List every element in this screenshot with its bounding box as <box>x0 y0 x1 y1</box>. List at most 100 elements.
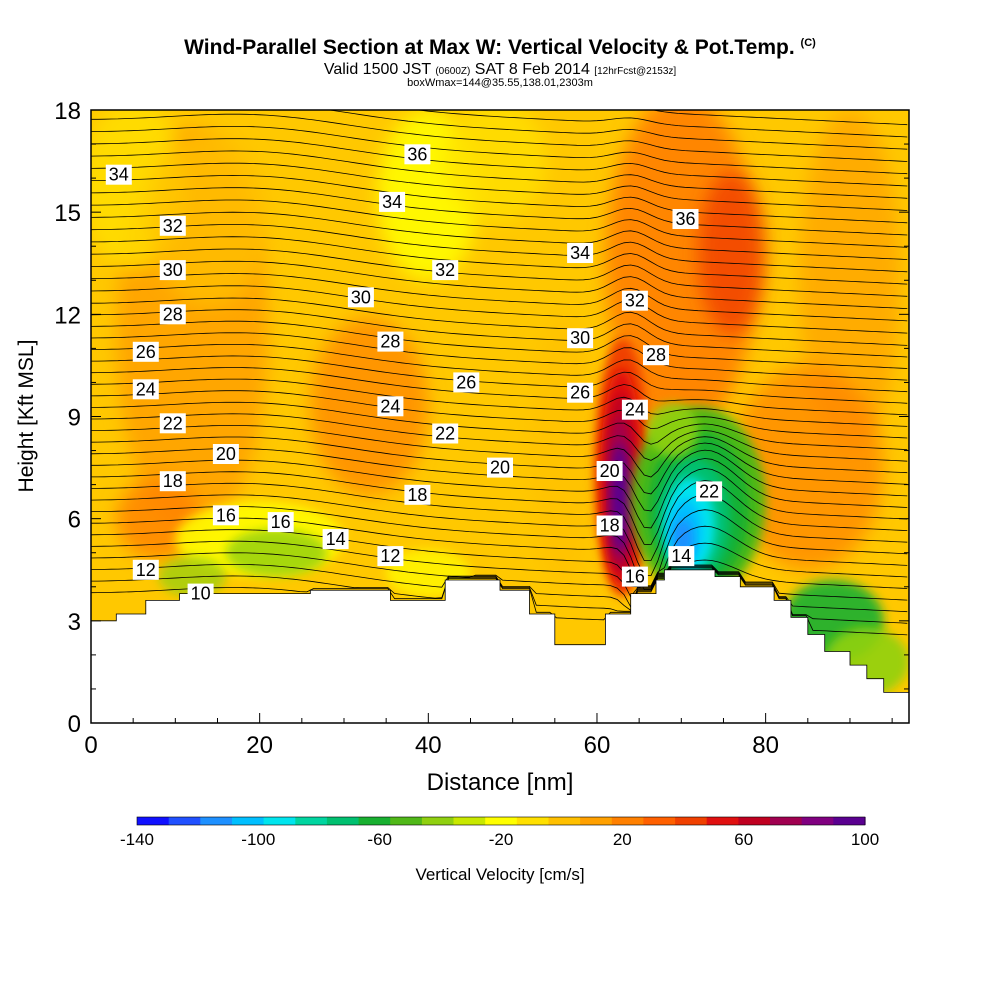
contour-label-text: 26 <box>570 383 590 403</box>
contour-label-bg <box>105 164 132 185</box>
contour-label-text: 18 <box>600 516 620 536</box>
contour-label-text: 24 <box>625 400 645 420</box>
contour-label-text: 34 <box>570 243 590 263</box>
contour-label-bg <box>377 331 404 352</box>
valid-time-line: Valid 1500 JST (0600Z) SAT 8 Feb 2014 [1… <box>0 61 1000 79</box>
contour-label: 28 <box>159 304 186 325</box>
valid-date: SAT 8 Feb 2014 <box>474 61 590 78</box>
isentrope-line <box>91 413 908 462</box>
contour-label-bg <box>432 423 459 444</box>
contour-label: 20 <box>596 461 623 481</box>
contour-label: 16 <box>212 505 239 526</box>
colorbar-swatch <box>580 817 613 825</box>
velocity-blob-1 <box>310 317 429 495</box>
isentrope-line <box>91 273 908 322</box>
contour-label-bg <box>132 559 159 580</box>
velocity-blob-5 <box>150 130 269 308</box>
velocity-blob-22 <box>647 430 749 587</box>
colorbar-swatch <box>421 817 455 825</box>
contour-label: 32 <box>621 290 648 311</box>
isentrope-line <box>91 517 908 589</box>
contour-label-bg <box>377 546 404 567</box>
velocity-blob-7 <box>698 171 766 335</box>
contour-label: 18 <box>404 484 431 505</box>
isentrope-line <box>91 390 908 439</box>
contour-label-bg <box>379 191 406 212</box>
y-tick-label: 0 <box>68 711 81 738</box>
velocity-blob-26 <box>672 518 694 560</box>
contour-label: 18 <box>596 515 623 536</box>
isentrope-line <box>91 458 908 529</box>
contour-label-bg <box>596 515 623 536</box>
x-tick-label: 20 <box>246 732 273 759</box>
contour-label-bg <box>643 345 669 366</box>
isentrope-line <box>91 540 908 598</box>
contour-label: 34 <box>105 164 132 185</box>
isentrope-line <box>91 224 908 273</box>
isentrope-line <box>327 110 908 150</box>
contour-label-bg <box>567 243 594 263</box>
isentrope-line <box>91 260 908 309</box>
contour-label-bg <box>377 396 404 417</box>
velocity-blob-12 <box>225 528 328 577</box>
contour-label-bg <box>404 144 431 165</box>
contour-label-text: 30 <box>163 260 183 280</box>
isentrope-line <box>91 567 908 636</box>
contour-label: 22 <box>696 481 723 502</box>
colorbar-swatch <box>295 817 328 825</box>
contour-label: 36 <box>404 144 431 165</box>
velocity-blob-24 <box>664 477 715 574</box>
forecast-info: [12hrFcst@2153z] <box>594 66 677 77</box>
velocity-field <box>91 110 909 696</box>
contour-label-text: 20 <box>490 458 510 478</box>
isentrope-line <box>91 566 908 624</box>
isentrope-line <box>91 187 908 236</box>
valid-time: Valid 1500 JST <box>323 61 431 78</box>
colorbar-swatch <box>548 817 581 825</box>
x-tick-label: 80 <box>752 732 779 759</box>
isentrope-line <box>91 211 908 260</box>
contour-label: 30 <box>567 328 594 349</box>
contour-label: 26 <box>453 372 480 393</box>
velocity-blob-25 <box>668 498 703 567</box>
contour-labels: 34 36 34 36 32 34 30 32 28 30 32 28 30 26 28 26 24 26 24 24… <box>105 144 723 604</box>
contour-label-text: 34 <box>109 165 129 185</box>
contour-label-bg <box>132 341 159 362</box>
contour-label-bg <box>453 372 480 393</box>
contour-label-text: 18 <box>163 471 183 491</box>
velocity-blob-21 <box>630 406 766 597</box>
isentrope-line <box>91 424 908 478</box>
valid-utc: (0600Z) <box>435 66 471 77</box>
isentrope-line <box>91 506 908 590</box>
contour-label-bg <box>212 505 239 526</box>
colorbar-swatch <box>643 817 676 825</box>
isentrope-line <box>91 436 908 495</box>
isentrope-line <box>91 199 908 248</box>
colorbar-tick-label: 20 <box>613 830 632 849</box>
contour-label: 12 <box>377 546 404 567</box>
contour-label: 20 <box>487 457 513 478</box>
colorbar-swatch <box>200 817 233 825</box>
isentrope-line <box>91 552 908 608</box>
contour-label: 18 <box>159 471 186 492</box>
contour-label: 16 <box>621 566 648 587</box>
y-tick-label: 18 <box>54 98 81 125</box>
velocity-blob-11 <box>175 501 344 577</box>
y-axis-label: Height [Kft MSL] <box>15 340 38 493</box>
contour-label-bg <box>159 304 186 325</box>
colorbar-swatch <box>137 817 170 825</box>
contour-label-bg <box>487 457 513 478</box>
isentrope-line <box>91 126 908 175</box>
contour-label-bg <box>187 583 214 604</box>
colorbar-tick-label: 100 <box>851 830 879 849</box>
velocity-blob-8 <box>799 110 901 451</box>
box-info: boxWmax=144@35.55,138.01,2303m <box>407 77 593 89</box>
terrain <box>91 569 909 723</box>
contour-label-text: 24 <box>380 396 400 416</box>
colorbar-tick-label: -20 <box>489 830 514 849</box>
colorbar-swatch <box>453 817 486 825</box>
contour-label-bg <box>159 471 186 492</box>
contour-label: 26 <box>567 382 594 403</box>
contour-label-bg <box>621 290 648 311</box>
velocity-blob-17 <box>600 368 643 587</box>
